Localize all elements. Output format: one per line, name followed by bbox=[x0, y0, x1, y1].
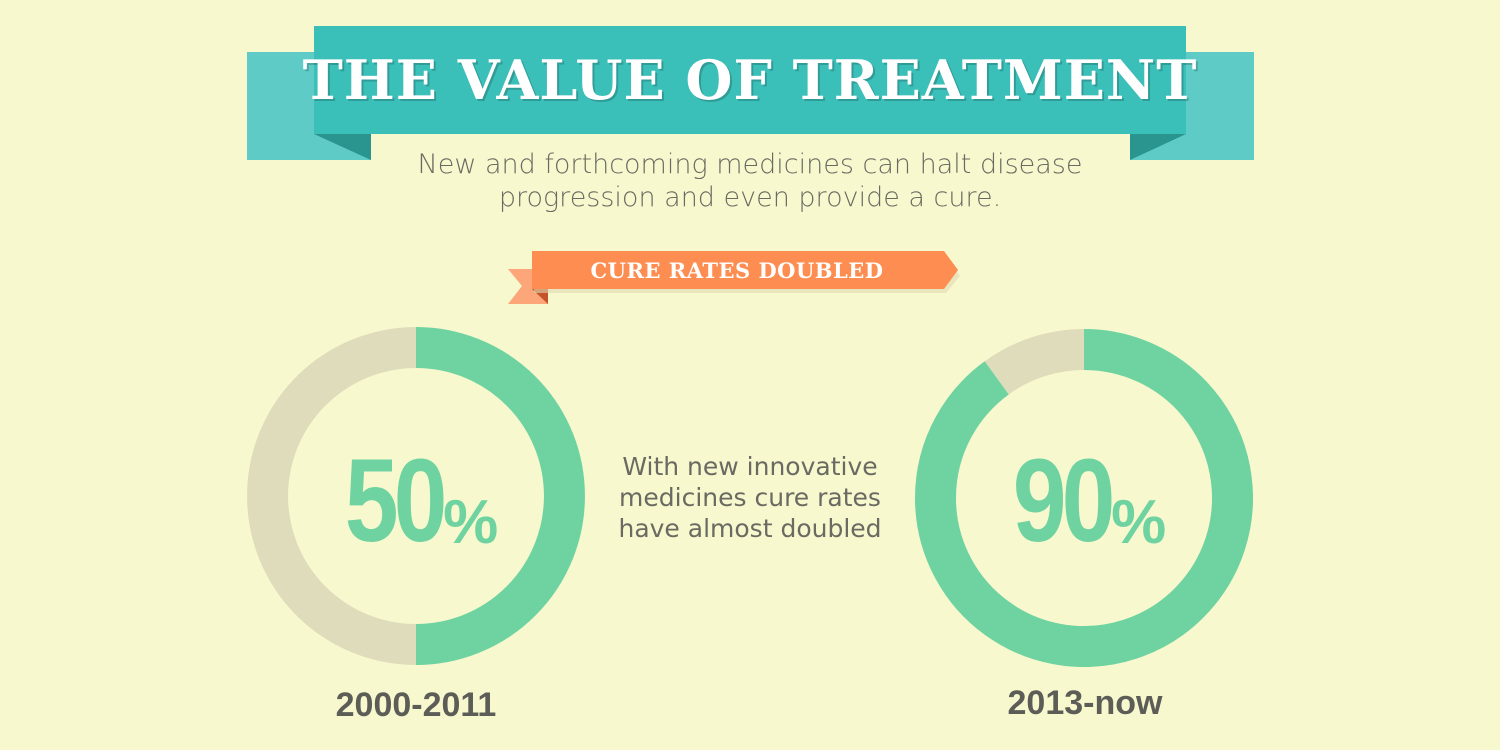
cure-rate-donut-2013-now bbox=[915, 329, 1253, 667]
explanation-line-3: have almost doubled bbox=[618, 514, 882, 543]
donut-remainder-arc bbox=[984, 329, 1085, 395]
explanation-line-2: medicines cure rates bbox=[619, 483, 881, 512]
ribbon-body bbox=[532, 251, 958, 289]
title-banner bbox=[247, 26, 1254, 160]
banner-main bbox=[314, 26, 1186, 134]
page-title: THE VALUE OF TREATMENT bbox=[302, 48, 1198, 112]
subtitle-line-2: progression and even provide a cure. bbox=[498, 182, 1002, 213]
percent-number: 50 bbox=[344, 435, 448, 567]
cure-rates-ribbon bbox=[508, 251, 960, 304]
banner-left-fold bbox=[314, 134, 371, 160]
percent-number: 90 bbox=[1012, 435, 1116, 567]
banner-right-fold bbox=[1130, 134, 1186, 160]
page-subtitle: New and forthcoming medicines can halt d… bbox=[350, 148, 1150, 214]
cure-rate-donut-2000-2011 bbox=[247, 327, 585, 665]
explanation-line-1: With new innovative bbox=[622, 452, 878, 481]
ribbon-label: CURE RATES DOUBLED bbox=[590, 257, 884, 283]
period-label-2000-2011: 2000-2011 bbox=[335, 686, 497, 724]
cure-rate-2000-2011-value: 50 % bbox=[300, 440, 532, 560]
cure-rate-2013-now-value: 90 % bbox=[968, 440, 1200, 560]
percent-sign: % bbox=[443, 488, 499, 557]
cure-rate-explanation: With new innovative medicines cure rates… bbox=[595, 451, 905, 544]
donut-value-arc bbox=[915, 329, 1253, 667]
donut-remainder-arc bbox=[247, 327, 417, 665]
percent-sign: % bbox=[1111, 488, 1167, 557]
period-label-2013-now: 2013-now bbox=[1007, 684, 1163, 722]
donut-value-arc bbox=[415, 327, 585, 665]
subtitle-line-1: New and forthcoming medicines can halt d… bbox=[417, 149, 1083, 180]
